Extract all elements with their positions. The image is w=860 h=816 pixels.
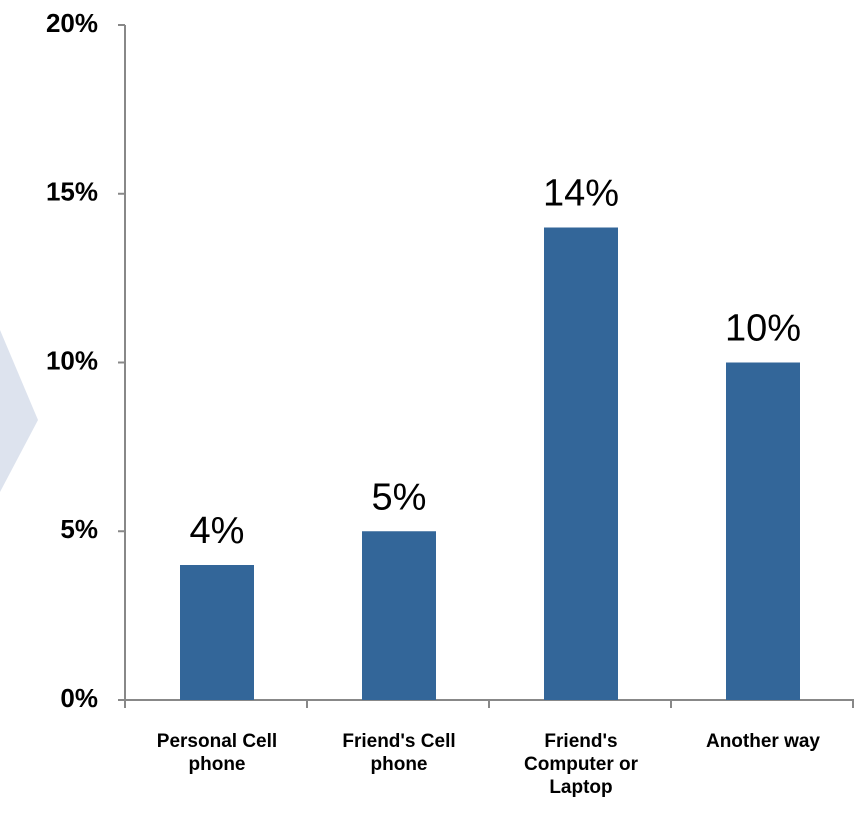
value-label: 10% [725,308,801,350]
y-tick-label: 10% [46,345,98,375]
x-tick-label: Friend's Cell phone [342,731,456,775]
value-label: 4% [190,510,245,552]
bar [544,227,618,700]
bar [362,531,436,700]
bar [726,362,800,700]
y-tick-label: 15% [46,177,98,207]
y-tick-label: 0% [60,683,98,713]
x-tick-label: Personal Cell phone [156,731,278,775]
bar [180,565,254,700]
x-tick-label: Another way [705,731,821,752]
x-tick-label: Friend's Computer or Laptop [524,731,638,798]
y-tick-label: 5% [60,514,98,544]
y-tick-label: 20% [46,8,98,38]
decoration [0,330,38,492]
value-label: 14% [543,173,619,215]
value-label: 5% [372,476,427,518]
